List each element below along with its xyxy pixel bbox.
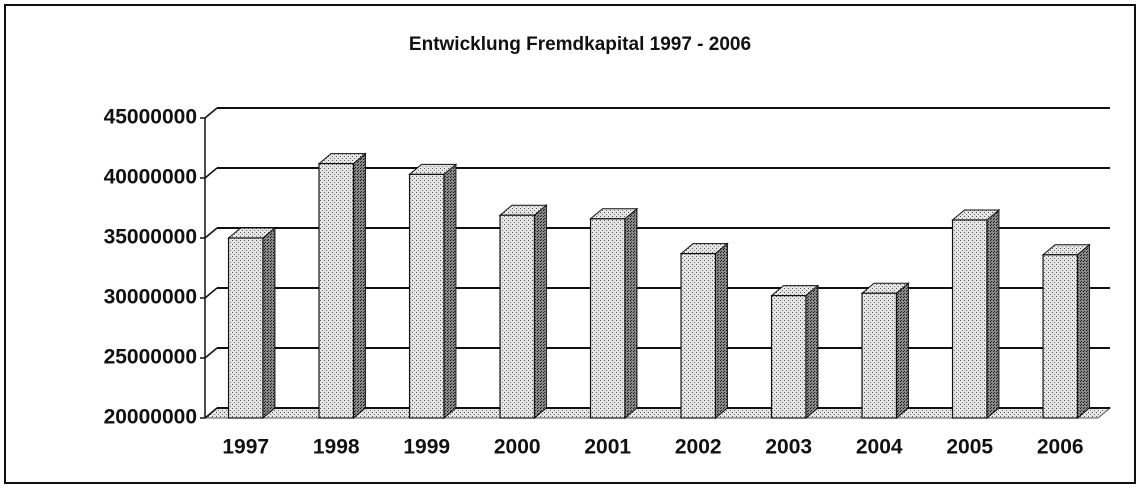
grid-line-side: [204, 287, 218, 299]
bar-side: [1076, 243, 1090, 420]
x-tick-label: 2002: [675, 436, 722, 459]
bar-side: [895, 282, 909, 420]
grid-line-side: [204, 107, 218, 119]
chart-border: [4, 4, 1136, 484]
bar: [227, 237, 264, 419]
bar: [499, 214, 536, 419]
y-tick-label: 45000000: [104, 106, 197, 129]
y-tick-label: 35000000: [104, 226, 197, 249]
y-tick-label: 40000000: [104, 166, 197, 189]
bar-side: [352, 152, 366, 420]
grid-line-side: [204, 227, 218, 239]
bar-side: [805, 284, 819, 420]
bar-side: [262, 226, 276, 420]
x-tick-label: 2003: [765, 436, 812, 459]
bar-side: [533, 204, 547, 420]
bar-side: [714, 242, 728, 420]
x-tick-label: 2005: [946, 436, 993, 459]
grid-line-side: [204, 347, 218, 359]
x-tick-label: 2006: [1037, 436, 1084, 459]
bar-side: [443, 163, 457, 420]
grid-line-side: [204, 407, 218, 419]
bar: [951, 219, 988, 419]
x-tick-label: 2000: [494, 436, 541, 459]
y-tick-label: 30000000: [104, 286, 197, 309]
x-tick-label: 1999: [403, 436, 450, 459]
bar: [1042, 254, 1079, 419]
x-tick-label: 1998: [313, 436, 360, 459]
bar: [408, 173, 445, 419]
chart-title: Entwicklung Fremdkapital 1997 - 2006: [409, 34, 751, 55]
x-tick-label: 2001: [584, 436, 631, 459]
x-tick-label: 2004: [856, 436, 903, 459]
bar-side: [624, 207, 638, 420]
bar: [770, 295, 807, 419]
y-tick-label: 25000000: [104, 346, 197, 369]
x-tick-label: 1997: [222, 436, 269, 459]
bar: [861, 292, 898, 419]
bar: [318, 163, 355, 419]
y-tick-label: 20000000: [104, 406, 197, 429]
bar: [589, 218, 626, 419]
bar-side: [986, 208, 1000, 420]
bar: [680, 253, 717, 419]
grid-line-side: [204, 167, 218, 179]
